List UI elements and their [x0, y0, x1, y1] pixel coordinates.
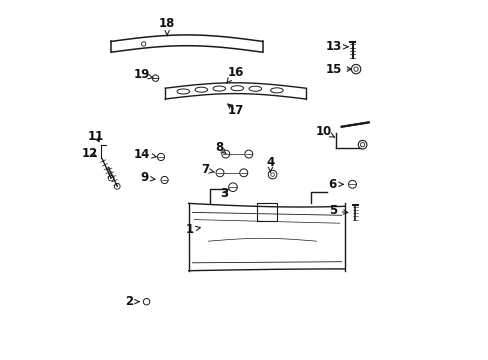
Text: 9: 9: [140, 171, 155, 184]
Text: 15: 15: [325, 63, 351, 76]
Text: 19: 19: [133, 68, 153, 81]
Text: 8: 8: [215, 141, 226, 154]
Text: 7: 7: [201, 163, 214, 176]
Text: 2: 2: [125, 295, 139, 308]
Text: 17: 17: [227, 104, 243, 117]
Text: 3: 3: [220, 187, 228, 200]
Text: 10: 10: [315, 125, 334, 138]
Text: 12: 12: [81, 147, 98, 159]
Text: 18: 18: [159, 17, 175, 36]
Text: 11: 11: [88, 130, 104, 143]
Text: 4: 4: [266, 156, 274, 172]
Text: 5: 5: [328, 204, 347, 217]
Text: 1: 1: [185, 223, 200, 236]
Text: 14: 14: [133, 148, 156, 161]
Text: 13: 13: [325, 40, 347, 53]
Text: 6: 6: [328, 178, 343, 191]
Text: 16: 16: [226, 66, 243, 84]
